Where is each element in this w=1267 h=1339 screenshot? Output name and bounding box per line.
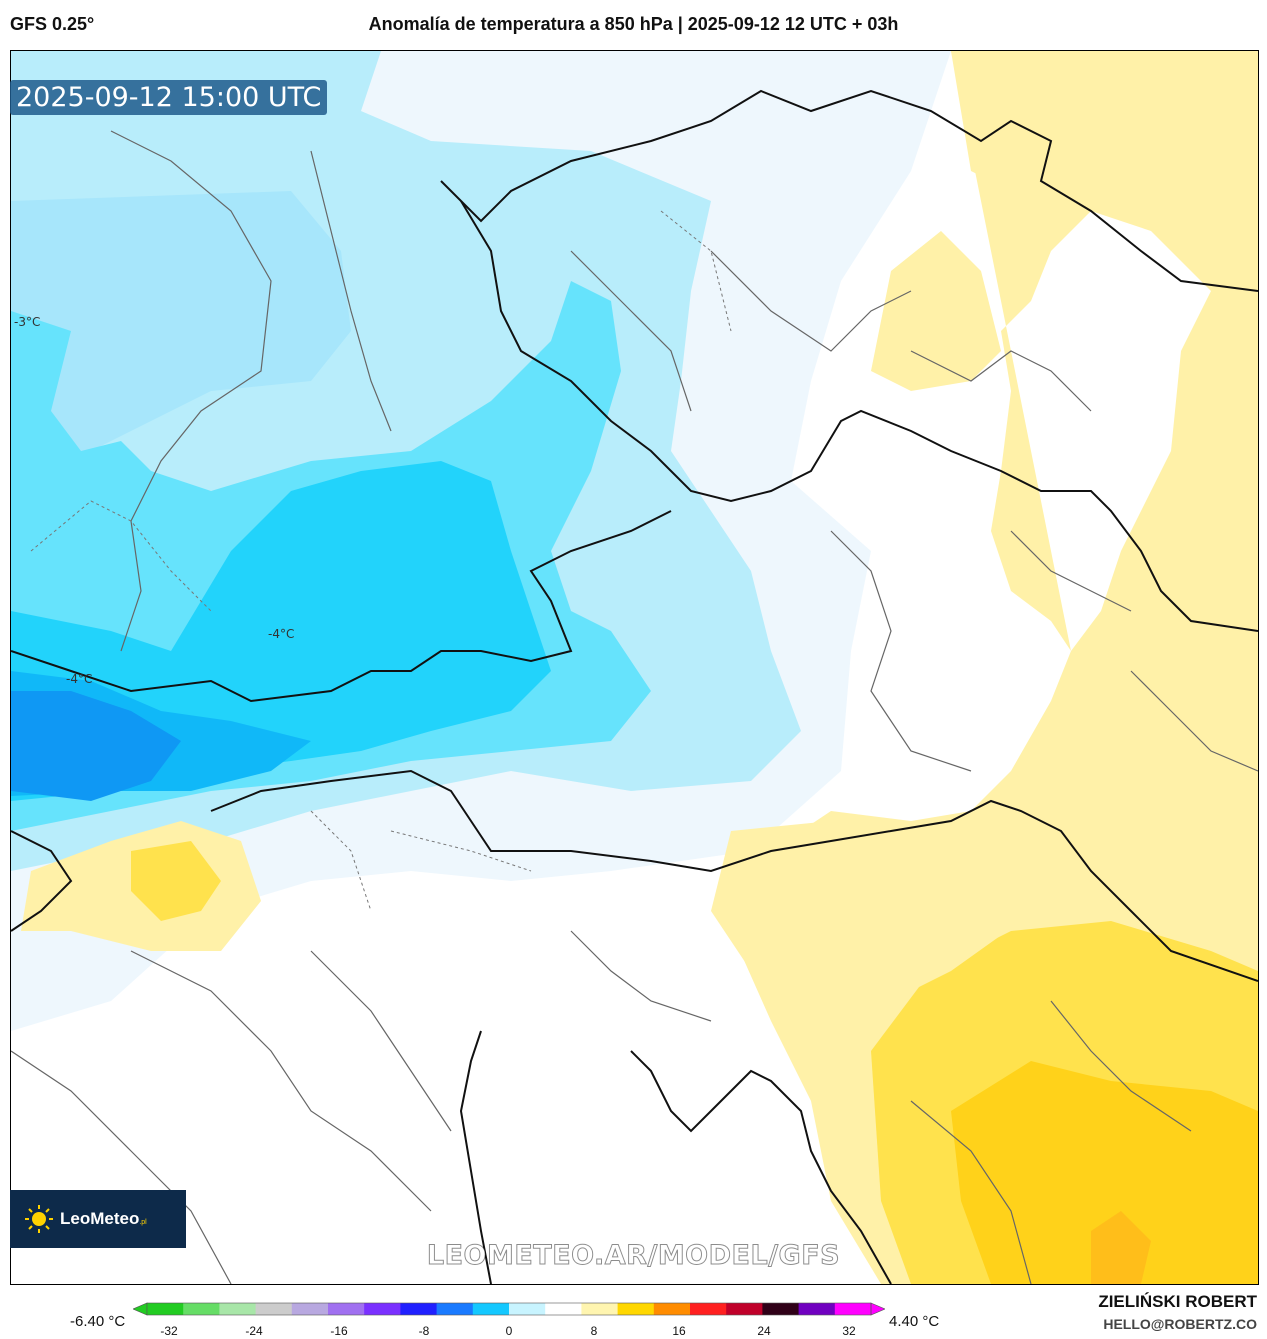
colorbar-tick-label: 16 (672, 1324, 686, 1338)
chart-title: Anomalía de temperatura a 850 hPa | 2025… (368, 14, 899, 34)
anomaly-map (11, 51, 1258, 1284)
colorbar-tick-label: 0 (505, 1324, 513, 1338)
border-central (460, 200, 1258, 632)
colorbar-segment (436, 1303, 474, 1315)
colorbar-tick-label: -24 (245, 1324, 263, 1338)
contour-label: -4°C (66, 672, 93, 686)
colorbar (133, 1302, 885, 1316)
colorbar-segment (653, 1303, 691, 1315)
coast-adriatic (459, 1030, 892, 1284)
colorbar-tick-label: 24 (757, 1324, 771, 1338)
colorbar-tick-label: -8 (418, 1324, 430, 1338)
colorbar-right-arrow (870, 1302, 885, 1316)
colorbar-segment (581, 1303, 619, 1315)
border-alps (11, 510, 672, 703)
colorbar-segment (798, 1303, 836, 1315)
colorbar-segment (328, 1303, 365, 1315)
logo-text: LeoMeteo.pl (60, 1209, 147, 1228)
colorbar-tick-label: 32 (842, 1324, 856, 1338)
colorbar-min-label: -6.40 °C (70, 1313, 126, 1330)
author-credit: ZIELIŃSKI ROBERT (1098, 1292, 1257, 1311)
colorbar-left-arrow (133, 1302, 148, 1316)
colorbar-segment (509, 1303, 546, 1315)
anomaly-yellow-north (951, 51, 1111, 191)
colorbar-segment (834, 1303, 872, 1315)
colorbar-tick-label: -32 (160, 1324, 178, 1338)
sun-icon (25, 1205, 53, 1233)
colorbar-segment (400, 1303, 438, 1315)
border-south (210, 769, 1258, 982)
anomaly-gold-west (131, 841, 221, 921)
colorbar-segment (690, 1303, 727, 1315)
colorbar-segment (291, 1303, 329, 1315)
colorbar-segment (147, 1303, 184, 1315)
anomaly-yellow-balkans (711, 821, 1021, 1011)
contour-label: -4°C (268, 627, 295, 641)
colorbar-max-label: 4.40 °C (889, 1313, 940, 1330)
author-email[interactable]: HELLO@ROBERTZ.CO (1103, 1316, 1257, 1332)
map-panel[interactable] (10, 50, 1259, 1285)
colorbar-segment (219, 1303, 257, 1315)
colorbar-segment (472, 1303, 510, 1315)
colorbar-segment (545, 1303, 582, 1315)
colorbar-tick-label: 8 (590, 1324, 598, 1338)
anomaly-deeper-gold (951, 1061, 1258, 1284)
valid-time-badge: 2025-09-12 15:00 UTC (10, 80, 328, 115)
colorbar-segment (183, 1303, 220, 1315)
border-north (440, 89, 1258, 292)
colorbar-segment (726, 1303, 763, 1315)
colorbar-segment (617, 1303, 655, 1315)
colorbar-tick-label: -16 (330, 1324, 348, 1338)
leometeo-logo[interactable]: LeoMeteo.pl (10, 1190, 186, 1248)
colorbar-segment (762, 1303, 800, 1315)
colorbar-segment (255, 1303, 293, 1315)
anomaly-mid-blue (11, 191, 351, 501)
colorbar-segment (364, 1303, 401, 1315)
anomaly-orange (1091, 1211, 1151, 1284)
border-west (11, 830, 73, 932)
anomaly-deep-blue (11, 691, 181, 801)
model-label: GFS 0.25° (10, 14, 95, 34)
contour-label: -3°C (14, 315, 41, 329)
watermark-url[interactable]: LEOMETEO.AR/MODEL/GFS (426, 1240, 841, 1272)
anomaly-yellow-center (871, 231, 1001, 391)
colorbar-outline (146, 1302, 872, 1316)
